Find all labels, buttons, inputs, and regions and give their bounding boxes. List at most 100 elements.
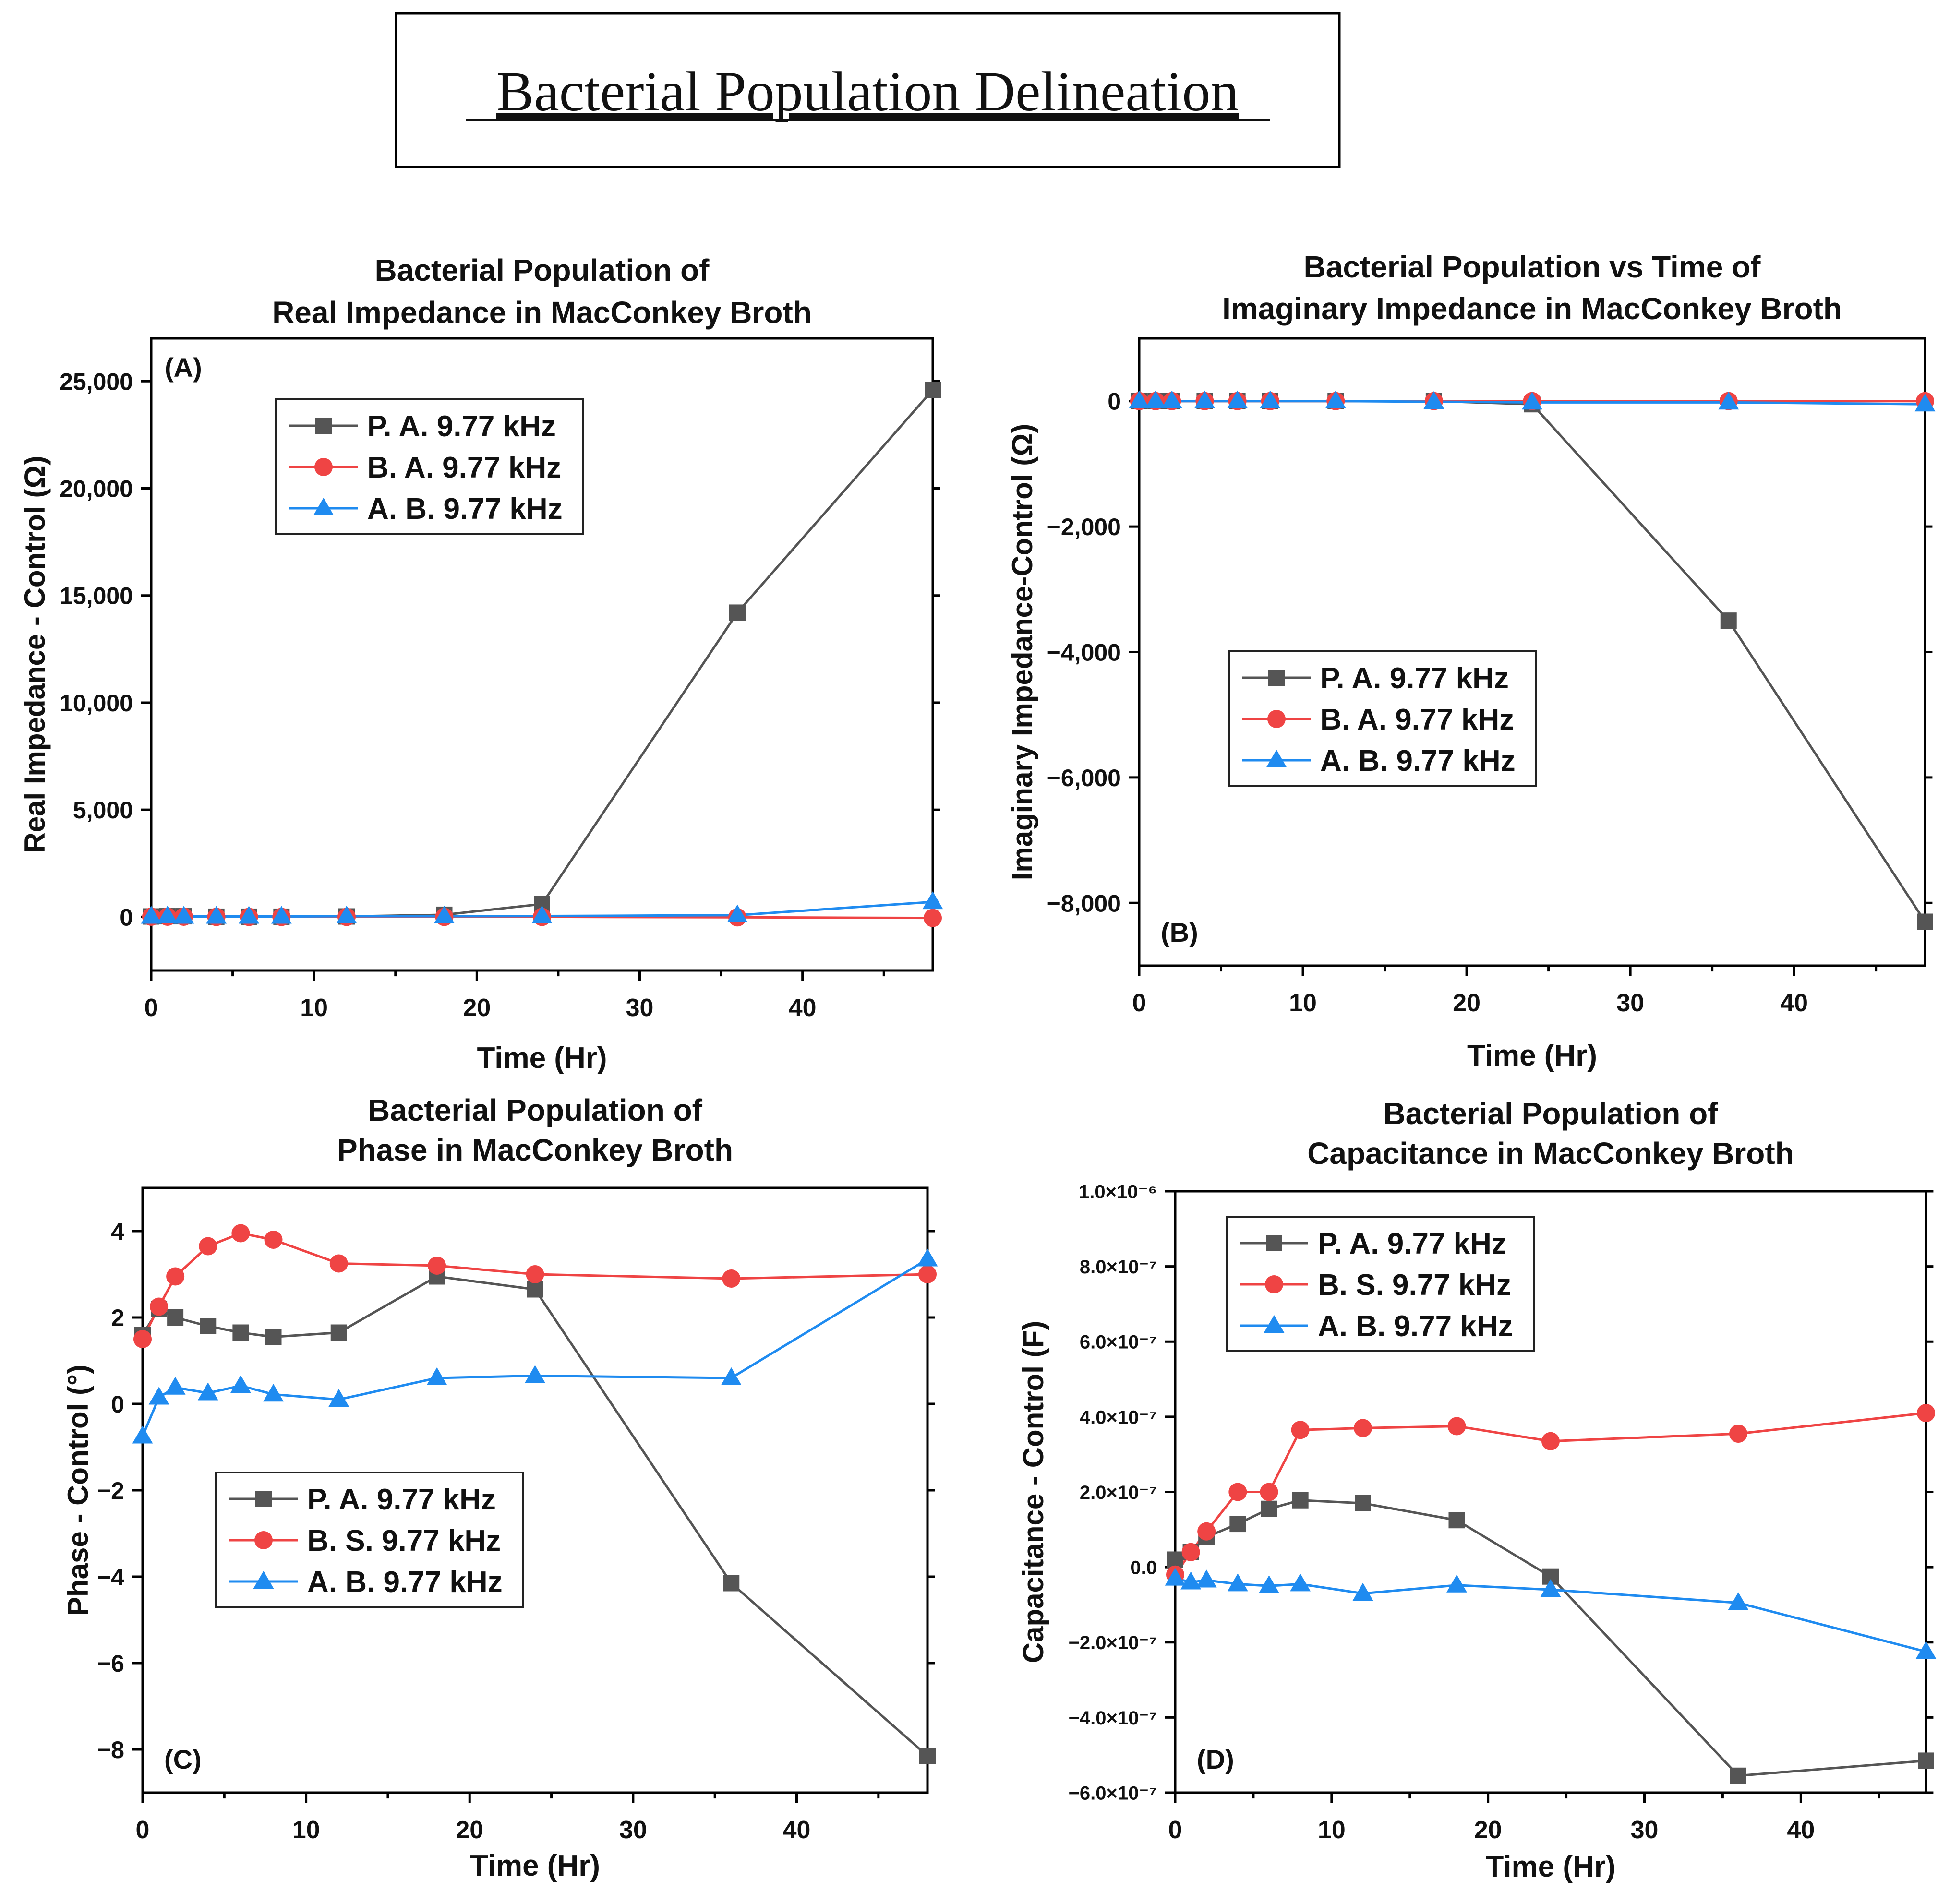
data-point-bs	[1291, 1421, 1310, 1439]
legend-label: A. B. 9.77 kHz	[307, 1566, 503, 1599]
data-point-ab	[1522, 392, 1542, 410]
y-tick-label: −2.0×10⁻⁷	[1069, 1632, 1157, 1653]
legend-label: B. A. 9.77 kHz	[367, 451, 561, 484]
data-point-pa	[925, 382, 941, 398]
chart-title-line: Bacterial Population of	[368, 1093, 703, 1127]
data-point-pa	[919, 1748, 936, 1764]
data-point-bs	[1729, 1425, 1747, 1443]
data-point-ab	[1260, 390, 1281, 408]
legend-swatch-marker-bs	[314, 458, 333, 476]
x-tick-label: 0	[1132, 989, 1146, 1017]
legend-swatch-marker-ab	[253, 1570, 274, 1589]
y-tick-label: 8.0×10⁻⁷	[1080, 1257, 1157, 1278]
chart-title-line: Bacterial Population of	[375, 253, 710, 287]
data-point-ab	[426, 1367, 447, 1385]
chart-panels: Bacterial Population of Real Impedance in…	[19, 250, 1937, 1883]
panel-label: (C)	[164, 1744, 202, 1774]
data-point-ab	[336, 905, 357, 924]
data-point-ab	[922, 891, 943, 910]
x-tick-label: 10	[1289, 989, 1317, 1017]
x-tick-label: 30	[1631, 1816, 1659, 1844]
x-axis-label: Time (Hr)	[477, 1042, 607, 1075]
x-axis-label: Time (Hr)	[1485, 1850, 1615, 1883]
y-tick-label: 2.0×10⁻⁷	[1080, 1482, 1157, 1503]
data-point-ab	[1165, 1568, 1186, 1586]
data-point-ab	[230, 1375, 251, 1393]
data-point-ab	[1259, 1575, 1279, 1593]
x-tick-label: 40	[1780, 989, 1808, 1017]
data-point-ab	[917, 1248, 938, 1267]
data-point-ab	[239, 906, 259, 924]
data-point-bs	[329, 1254, 348, 1273]
data-point-ab	[1352, 1582, 1373, 1601]
data-point-ab	[721, 1367, 742, 1385]
data-point-bs	[199, 1237, 217, 1256]
legend-label: P. A. 9.77 kHz	[1320, 662, 1509, 695]
data-point-pa	[1917, 913, 1933, 930]
data-point-pa	[1918, 1752, 1934, 1769]
chart-panel-d: Bacterial Population of Capacitance in Ma…	[1017, 1096, 1937, 1883]
y-axis-label: Imaginary Impedance-Control (Ω)	[1006, 424, 1038, 881]
data-point-ab	[1728, 1592, 1749, 1610]
page-title: Bacterial Population Delineation	[496, 60, 1239, 123]
data-point-bs	[1541, 1432, 1560, 1450]
data-point-ab	[1227, 390, 1248, 408]
data-point-ab	[1227, 1573, 1248, 1592]
y-tick-label: −4,000	[1047, 639, 1121, 666]
data-point-ab	[1915, 1641, 1937, 1659]
data-point-bs	[1228, 1483, 1247, 1501]
panel-label: (D)	[1197, 1744, 1234, 1774]
x-tick-label: 20	[456, 1816, 483, 1844]
chart-title-line: Bacterial Population vs Time of	[1304, 250, 1761, 284]
legend-label: P. A. 9.77 kHz	[367, 410, 556, 443]
legend-swatch-marker-ab	[1264, 1315, 1285, 1333]
data-point-bs	[722, 1269, 741, 1288]
legend-swatch-marker-pa	[255, 1491, 272, 1507]
data-point-bs	[231, 1224, 250, 1243]
x-tick-label: 0	[1168, 1816, 1182, 1844]
data-point-ab	[1145, 390, 1166, 408]
data-point-ab	[525, 1365, 545, 1383]
panel-label: (B)	[1161, 917, 1198, 947]
data-point-ab	[141, 906, 162, 924]
data-point-bs	[1354, 1419, 1372, 1437]
x-tick-label: 30	[626, 994, 654, 1022]
x-tick-label: 40	[783, 1816, 811, 1844]
y-tick-label: −8	[97, 1736, 124, 1763]
data-point-pa	[232, 1324, 249, 1341]
data-point-ab	[271, 906, 292, 924]
data-point-pa	[330, 1324, 347, 1341]
chart-panel-a: Bacterial Population of Real Impedance in…	[19, 253, 943, 1075]
data-point-pa	[1730, 1767, 1746, 1784]
x-tick-label: 10	[1318, 1816, 1346, 1844]
data-point-ab	[1423, 391, 1444, 409]
x-tick-label: 30	[1616, 989, 1644, 1017]
data-point-ab	[173, 906, 194, 924]
legend-label: B. S. 9.77 kHz	[307, 1524, 501, 1557]
data-point-pa	[167, 1309, 184, 1326]
y-tick-label: 0.0	[1130, 1557, 1157, 1579]
data-point-ab	[1196, 1569, 1217, 1588]
y-tick-label: −4.0×10⁻⁷	[1069, 1708, 1157, 1729]
legend-swatch-marker-bs	[1265, 1275, 1283, 1293]
data-point-ab	[328, 1389, 349, 1407]
data-point-bs	[1447, 1417, 1466, 1436]
data-point-pa	[1229, 1516, 1246, 1533]
legend-swatch-marker-pa	[1266, 1235, 1282, 1251]
data-point-pa	[265, 1329, 282, 1345]
legend-swatch-marker-ab	[313, 497, 334, 515]
y-tick-label: 0	[1107, 388, 1121, 415]
data-point-bs	[924, 909, 942, 927]
data-point-pa	[729, 604, 746, 621]
legend-label: B. A. 9.77 kHz	[1320, 703, 1514, 736]
data-point-bs	[526, 1265, 544, 1283]
data-point-bs	[264, 1231, 283, 1249]
data-point-pa	[723, 1575, 740, 1592]
legend-label: A. B. 9.77 kHz	[1320, 744, 1516, 778]
data-point-pa	[1355, 1495, 1371, 1511]
chart-title-line: Imaginary Impedance in MacConkey Broth	[1222, 291, 1842, 326]
y-tick-label: 4.0×10⁻⁷	[1080, 1407, 1157, 1428]
y-tick-label: 6.0×10⁻⁷	[1080, 1332, 1157, 1353]
chart-title-line: Capacitance in MacConkey Broth	[1307, 1136, 1794, 1171]
